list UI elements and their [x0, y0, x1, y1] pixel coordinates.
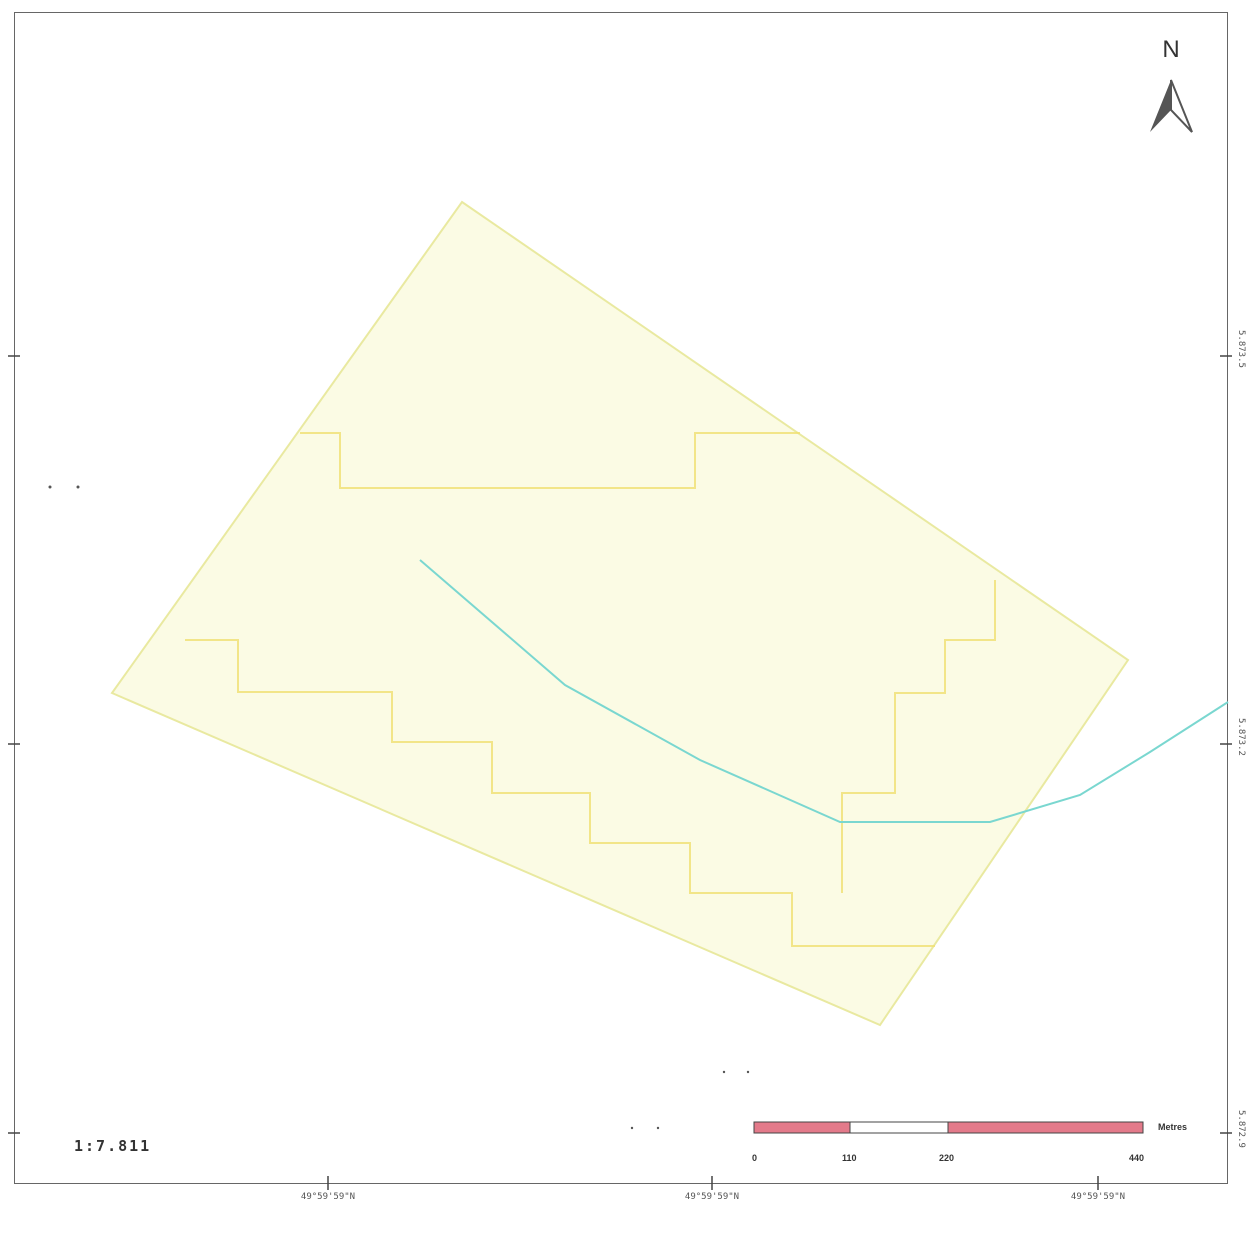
north-label: N: [1162, 36, 1179, 63]
scale-tick-0: 0: [752, 1153, 758, 1163]
y-coord-label-3: 5.872.9: [1236, 1110, 1246, 1148]
north-arrow-icon: [1150, 79, 1193, 133]
x-coord-label-1: 49°59'59"N: [300, 1192, 356, 1202]
parcel-polygon[interactable]: [110, 200, 1130, 1027]
parcel-right-boundary: [841, 580, 996, 893]
parcel-upper-boundary: [300, 432, 800, 489]
x-coord-label-2: 49°59'59"N: [684, 1192, 740, 1202]
y-coord-label-1: 5.873.5: [1236, 330, 1246, 368]
x-coord-label-3: 49°59'59"N: [1070, 1192, 1126, 1202]
scale-tick-2: 220: [939, 1153, 955, 1163]
scale-ratio-label: 1:7.811: [74, 1137, 152, 1155]
map-frame: [14, 12, 1228, 1184]
stray-dots: [48, 485, 750, 1130]
y-coord-label-2: 5.873.2: [1236, 718, 1246, 756]
parcel-lower-boundary: [185, 639, 935, 947]
scale-tick-1: 110: [842, 1153, 857, 1163]
frame-ticks: [8, 355, 1232, 1190]
scale-bar: [753, 1121, 1144, 1134]
river-line: [419, 559, 1229, 823]
scale-unit-label: Metres: [1158, 1122, 1188, 1132]
scale-tick-3: 440: [1129, 1153, 1145, 1163]
